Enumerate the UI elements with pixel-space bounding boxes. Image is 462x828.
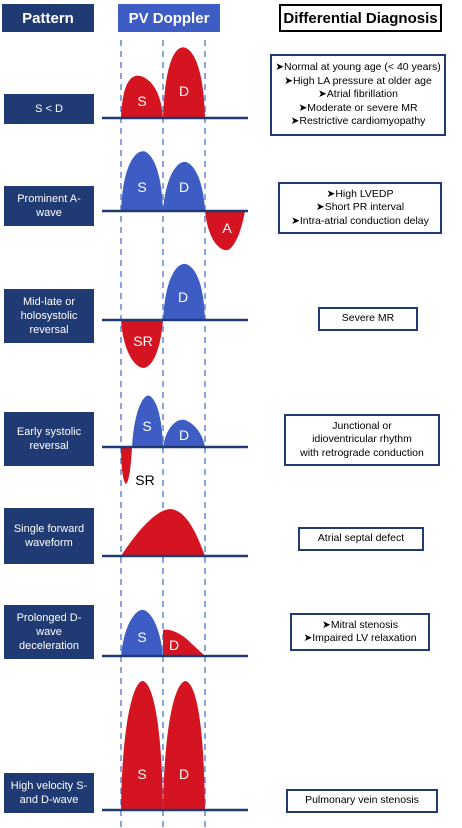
wave-label: D xyxy=(179,83,189,99)
wave-label: D xyxy=(179,766,189,782)
diagnosis-box-mid-late-reversal: Severe MR xyxy=(318,307,418,331)
d-wave xyxy=(163,419,205,447)
diagnosis-item: ➤Normal at young age (< 40 years) xyxy=(275,61,441,74)
d-wave xyxy=(163,629,205,656)
diagnosis-item: ➤Atrial fibrillation xyxy=(318,88,398,101)
pattern-header: Pattern xyxy=(2,4,94,32)
wave-label: A xyxy=(222,220,232,236)
diagnosis-item: idioventricular rhythm xyxy=(312,433,412,446)
differential-diagnosis-header: Differential Diagnosis xyxy=(279,4,442,32)
wave-label: D xyxy=(179,179,189,195)
d-wave xyxy=(163,263,205,320)
pattern-label-s-less-d: S < D xyxy=(4,94,94,124)
d-wave xyxy=(163,161,205,211)
diagnosis-item: Atrial septal defect xyxy=(317,532,405,545)
diagnosis-item: with retrograde conduction xyxy=(300,446,424,459)
wave-label: S xyxy=(137,179,146,195)
diagnosis-box-early-systolic-reversal: Junctional or idioventricular rhythm wit… xyxy=(284,414,440,466)
a-wave xyxy=(205,211,245,251)
single-forward-wave xyxy=(121,509,205,556)
wave-label: S xyxy=(137,766,146,782)
s-wave xyxy=(132,395,163,447)
diagnosis-item: ➤Mitral stenosis xyxy=(322,618,398,631)
diagnosis-item: Junctional or xyxy=(332,419,392,432)
sr-wave xyxy=(121,320,163,368)
wave-label: S xyxy=(137,93,146,109)
diagnosis-item: ➤Short PR interval xyxy=(315,201,405,214)
diagnosis-item: ➤High LA pressure at older age xyxy=(284,74,432,87)
wave-label: S xyxy=(137,629,146,645)
s-wave xyxy=(121,680,163,810)
pattern-label-prominent-a-wave: Prominent A-wave xyxy=(4,186,94,226)
pv-doppler-header: PV Doppler xyxy=(118,4,220,32)
diagnosis-box-single-forward: Atrial septal defect xyxy=(298,527,424,551)
pattern-label-single-forward: Single forward waveform xyxy=(4,508,94,564)
diagnosis-item: Pulmonary vein stenosis xyxy=(305,794,419,807)
s-wave xyxy=(121,151,163,211)
s-wave xyxy=(121,609,163,656)
pattern-label-high-velocity: High velocity S- and D-wave xyxy=(4,773,94,813)
diagnosis-item: ➤Impaired LV relaxation xyxy=(303,632,417,644)
pattern-label-mid-late-reversal: Mid-late or holosystolic reversal xyxy=(4,289,94,343)
diagnosis-box-prolonged-d-decel: ➤Mitral stenosis ➤Impaired LV relaxation xyxy=(290,613,430,651)
wave-label: SR xyxy=(133,333,152,349)
wave-label: SR xyxy=(135,472,154,488)
s-wave xyxy=(121,75,163,118)
pattern-label-early-systolic-reversal: Early systolic reversal xyxy=(4,412,94,466)
diagnosis-box-s-less-d: ➤Normal at young age (< 40 years) ➤High … xyxy=(270,54,446,136)
wave-label: D xyxy=(178,289,188,305)
wave-label: D xyxy=(169,637,179,653)
diagnosis-box-prominent-a-wave: ➤High LVEDP ➤Short PR interval ➤Intra-at… xyxy=(278,182,442,234)
diagnosis-box-high-velocity: Pulmonary vein stenosis xyxy=(286,789,438,813)
diagnosis-item: ➤Moderate or severe MR xyxy=(298,101,418,114)
wave-label: D xyxy=(179,427,189,443)
diagnosis-item: Severe MR xyxy=(341,312,395,325)
wave-label: S xyxy=(142,418,151,434)
diagnosis-item: ➤High LVEDP xyxy=(326,187,394,200)
pattern-label-prolonged-d-decel: Prolonged D-wave deceleration xyxy=(4,605,94,659)
sr-wave xyxy=(121,447,132,484)
diagnosis-item: ➤Intra-atrial conduction delay xyxy=(291,214,429,227)
d-wave xyxy=(163,47,205,118)
d-wave xyxy=(163,681,205,810)
diagnosis-item: ➤Restrictive cardiomyopathy xyxy=(290,115,426,128)
